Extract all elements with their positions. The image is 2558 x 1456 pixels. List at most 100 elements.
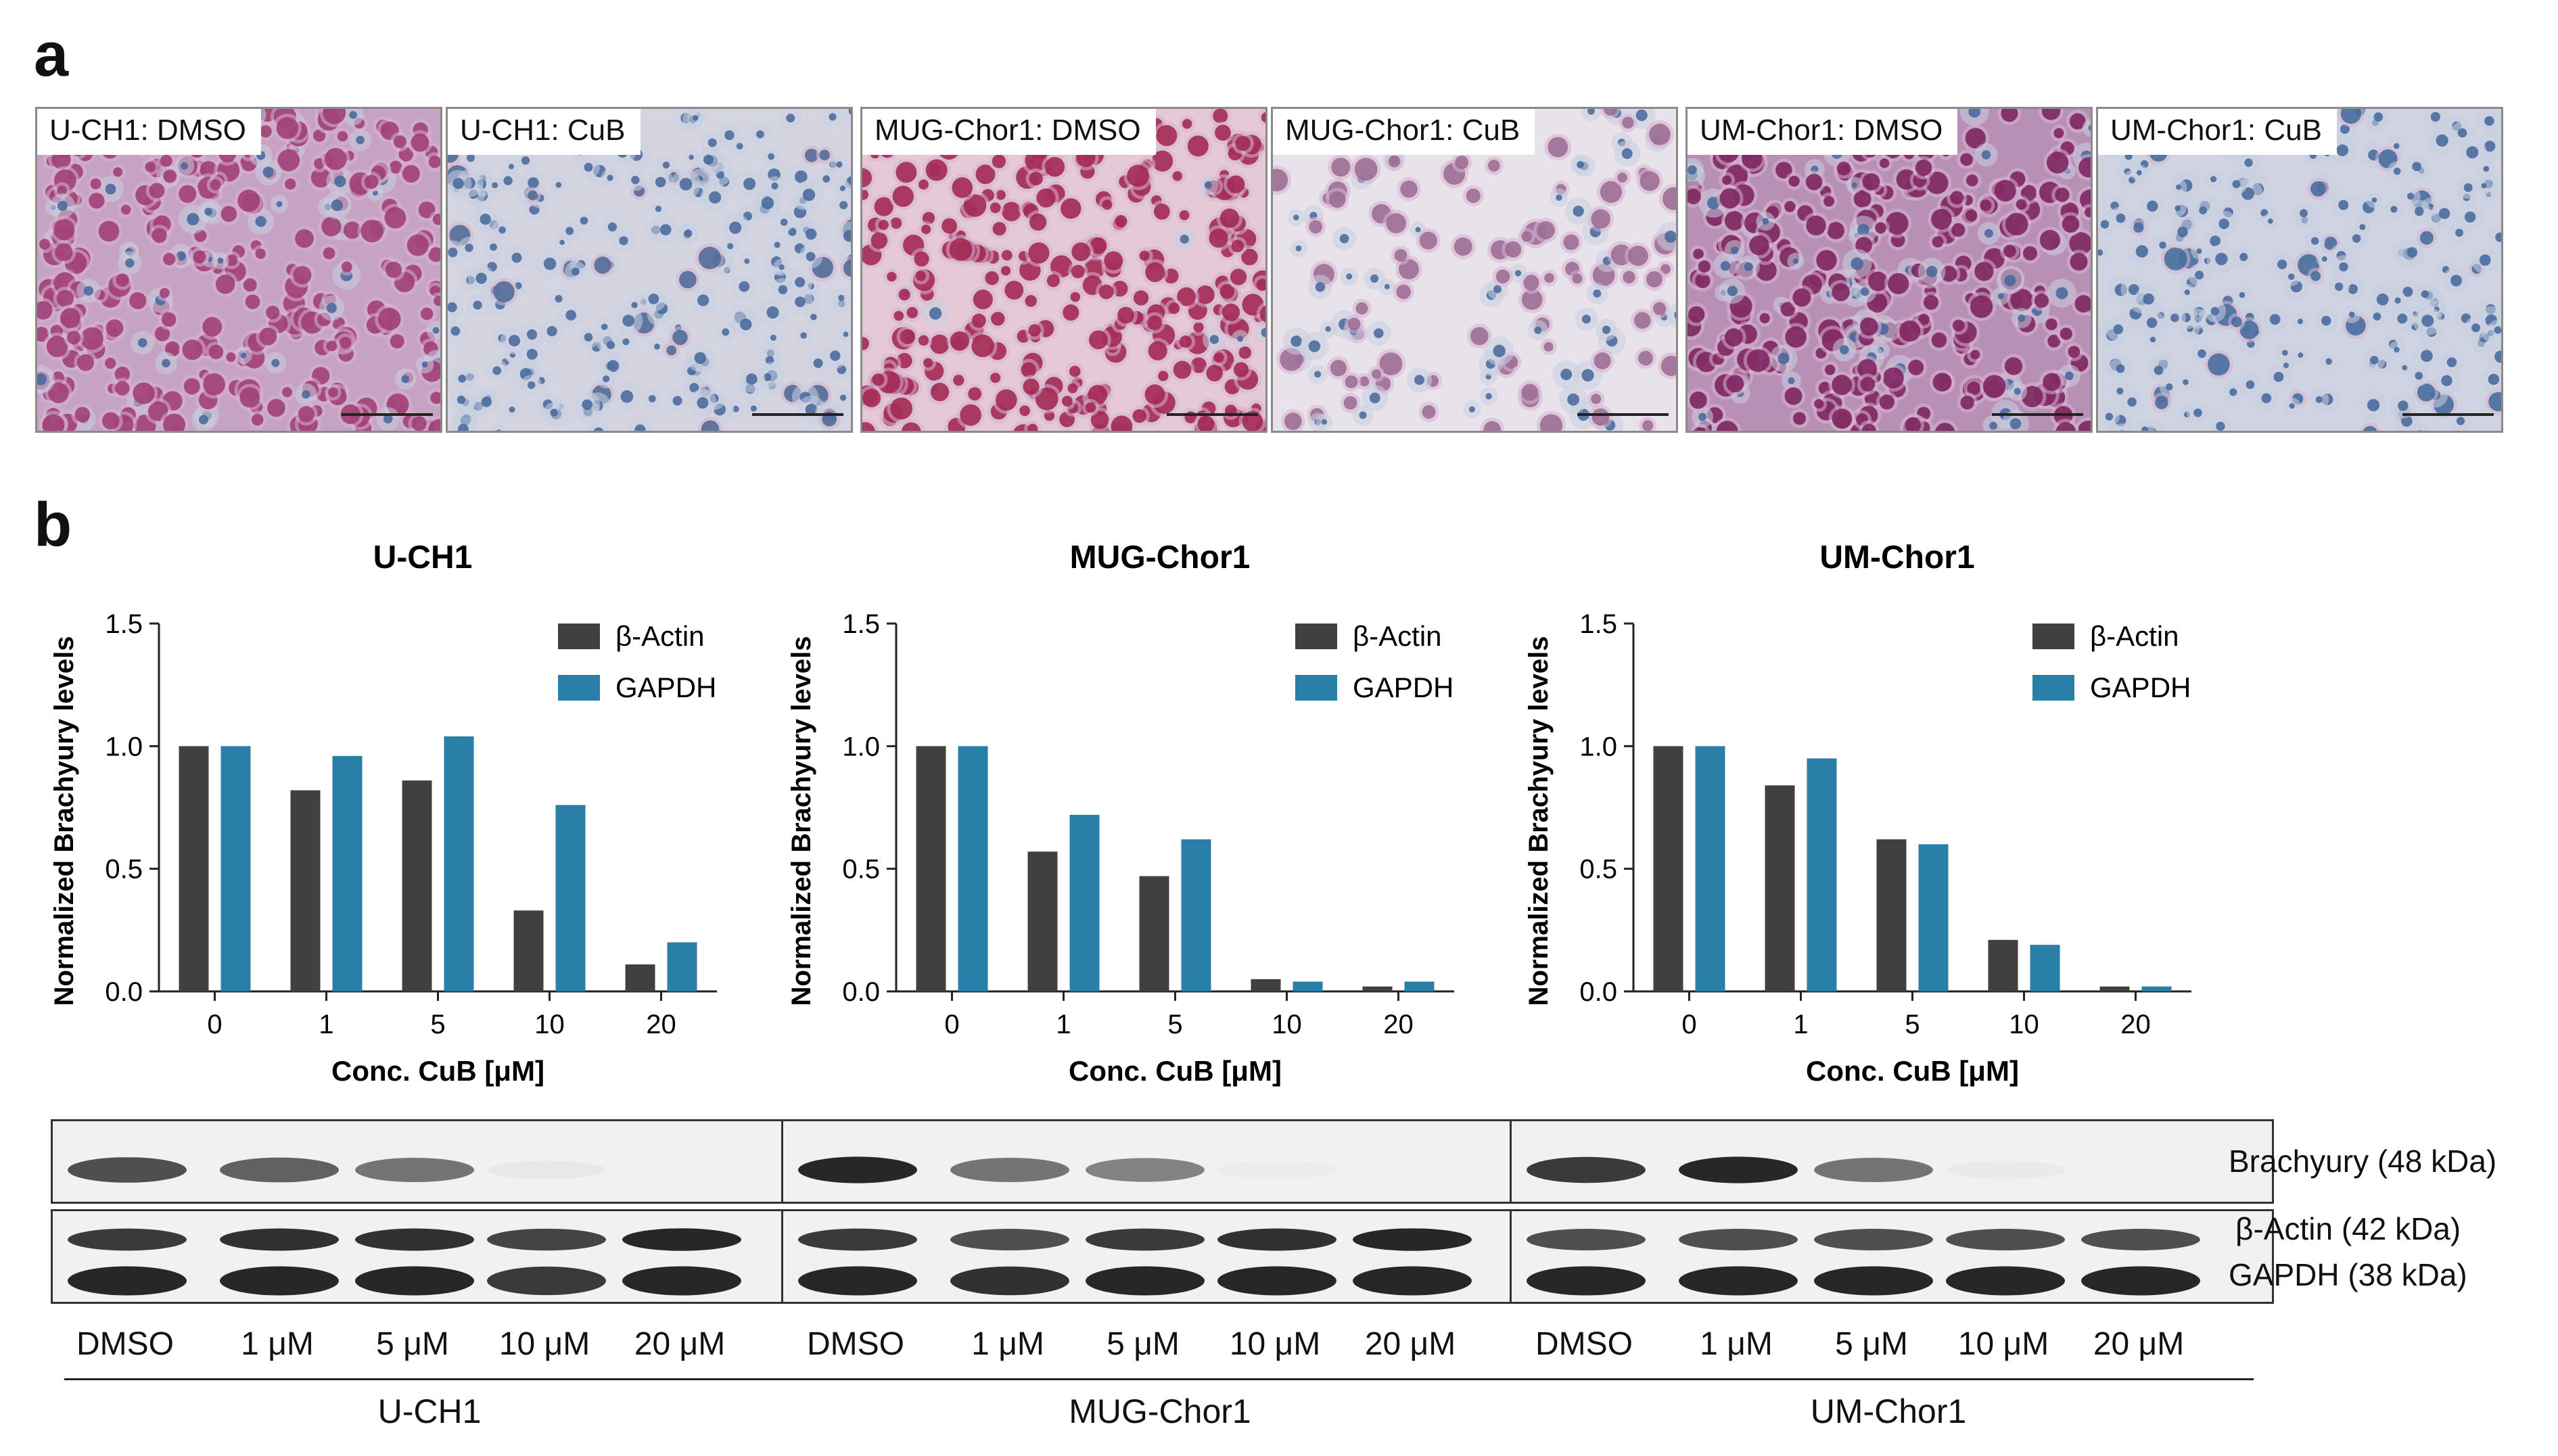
cell-nucleus bbox=[1493, 285, 1502, 293]
cell-nucleus bbox=[729, 221, 742, 234]
cell-nucleus bbox=[1308, 340, 1321, 352]
cell-nucleus bbox=[914, 251, 929, 267]
cell-nucleus bbox=[763, 373, 772, 381]
cell-nucleus bbox=[101, 412, 120, 430]
y-tick-label: 0.5 bbox=[842, 855, 880, 885]
cell-nucleus bbox=[259, 327, 277, 346]
micrograph-um-chor1-dmso: UM-Chor1: DMSO bbox=[1685, 107, 2093, 433]
cell-nucleus bbox=[1172, 171, 1182, 181]
cell-nucleus bbox=[1755, 260, 1777, 281]
lane-label: 20 μM bbox=[2093, 1326, 2185, 1362]
cell-nucleus bbox=[1931, 332, 1947, 348]
cell-nucleus bbox=[324, 147, 347, 170]
cell-nucleus bbox=[2154, 365, 2164, 375]
cell-nucleus bbox=[1932, 236, 1944, 248]
blot-actin-gapdh bbox=[51, 1209, 815, 1304]
cell-nucleus bbox=[1345, 375, 1358, 389]
lane-label: 5 μM bbox=[1107, 1326, 1180, 1362]
cell-nucleus bbox=[2197, 349, 2206, 358]
cell-nucleus bbox=[1926, 266, 1938, 277]
cell-nucleus bbox=[795, 296, 806, 308]
chart-title: MUG-Chor1 bbox=[1070, 540, 1251, 576]
cell-nucleus bbox=[1415, 227, 1421, 233]
cell-nucleus bbox=[2210, 306, 2220, 316]
cell-nucleus bbox=[655, 177, 666, 187]
cell-nucleus bbox=[732, 406, 739, 413]
cell-nucleus bbox=[901, 422, 921, 431]
cell-nucleus bbox=[2336, 144, 2349, 157]
cell-nucleus bbox=[2077, 420, 2091, 431]
cell-nucleus bbox=[659, 224, 672, 236]
cell-halo bbox=[841, 109, 851, 123]
cell-nucleus bbox=[1951, 223, 1966, 237]
cell-nucleus bbox=[1953, 319, 1965, 332]
cell-nucleus bbox=[1660, 264, 1671, 275]
cell-nucleus bbox=[1905, 417, 1922, 431]
x-tick-label: 5 bbox=[1167, 1010, 1182, 1039]
cell-nucleus bbox=[571, 267, 580, 276]
cell-nucleus bbox=[262, 166, 274, 178]
cell-nucleus bbox=[672, 396, 682, 406]
cell-nucleus bbox=[1882, 367, 1904, 389]
cell-nucleus bbox=[406, 234, 429, 256]
micrograph-label: MUG-Chor1: DMSO bbox=[862, 109, 1156, 156]
cell-nucleus bbox=[2420, 350, 2433, 362]
cell-nucleus bbox=[593, 427, 603, 431]
cell-nucleus bbox=[145, 162, 156, 172]
cell-nucleus bbox=[2133, 222, 2144, 233]
blot-band bbox=[1946, 1266, 2065, 1296]
cell-nucleus bbox=[418, 201, 436, 218]
cell-nucleus bbox=[1746, 349, 1770, 372]
cell-nucleus bbox=[2363, 425, 2377, 431]
blot-band bbox=[798, 1156, 917, 1183]
cell-nucleus bbox=[620, 390, 634, 403]
cell-nucleus bbox=[481, 396, 492, 407]
cell-nucleus bbox=[428, 419, 440, 431]
blot-band bbox=[1527, 1156, 1646, 1183]
cell-nucleus bbox=[1321, 419, 1328, 425]
bar-actin bbox=[2099, 986, 2130, 991]
cell-nucleus bbox=[1133, 290, 1149, 306]
cell-nucleus bbox=[276, 117, 299, 139]
cell-nucleus bbox=[761, 196, 774, 210]
cell-nucleus bbox=[339, 337, 352, 349]
cell-nucleus bbox=[421, 361, 428, 368]
cell-nucleus bbox=[243, 278, 257, 292]
cell-nucleus bbox=[2005, 212, 2028, 236]
cell-nucleus bbox=[2078, 157, 2091, 178]
cell-nucleus bbox=[2053, 128, 2064, 139]
cell-nucleus bbox=[1019, 405, 1030, 417]
cell-nucleus bbox=[2261, 393, 2272, 404]
x-axis-label: Conc. CuB [μM] bbox=[1069, 1055, 1282, 1087]
cell-nucleus bbox=[162, 358, 170, 368]
cell-nucleus bbox=[37, 301, 53, 320]
cell-nucleus bbox=[1827, 222, 1844, 239]
cell-nucleus bbox=[428, 247, 440, 262]
cell-nucleus bbox=[1025, 295, 1037, 307]
cell-nucleus bbox=[1915, 159, 1932, 177]
cell-nucleus bbox=[1649, 123, 1671, 145]
blot-band bbox=[1086, 1158, 1205, 1182]
cell-nucleus bbox=[1591, 209, 1611, 229]
cell-nucleus bbox=[334, 175, 346, 187]
cell-nucleus bbox=[1762, 218, 1769, 225]
cell-nucleus bbox=[217, 257, 224, 264]
micrograph-u-ch1-cub: U-CH1: CuB bbox=[446, 107, 853, 433]
cell-nucleus bbox=[1145, 262, 1165, 283]
cell-nucleus bbox=[55, 243, 73, 262]
cell-nucleus bbox=[1970, 295, 1993, 319]
cell-nucleus bbox=[492, 366, 502, 375]
cell-nucleus bbox=[1693, 248, 1704, 260]
cell-nucleus bbox=[1823, 195, 1834, 207]
cell-nucleus bbox=[703, 154, 714, 165]
cell-nucleus bbox=[1832, 375, 1853, 396]
cell-nucleus bbox=[67, 331, 80, 345]
cell-nucleus bbox=[1197, 415, 1215, 431]
cell-nucleus bbox=[543, 257, 557, 271]
cell-nucleus bbox=[2022, 246, 2037, 261]
cell-nucleus bbox=[2310, 271, 2321, 281]
cell-nucleus bbox=[1061, 198, 1082, 219]
cell-nucleus bbox=[466, 154, 475, 162]
cell-nucleus bbox=[2398, 400, 2409, 411]
cell-nucleus bbox=[2321, 256, 2327, 262]
